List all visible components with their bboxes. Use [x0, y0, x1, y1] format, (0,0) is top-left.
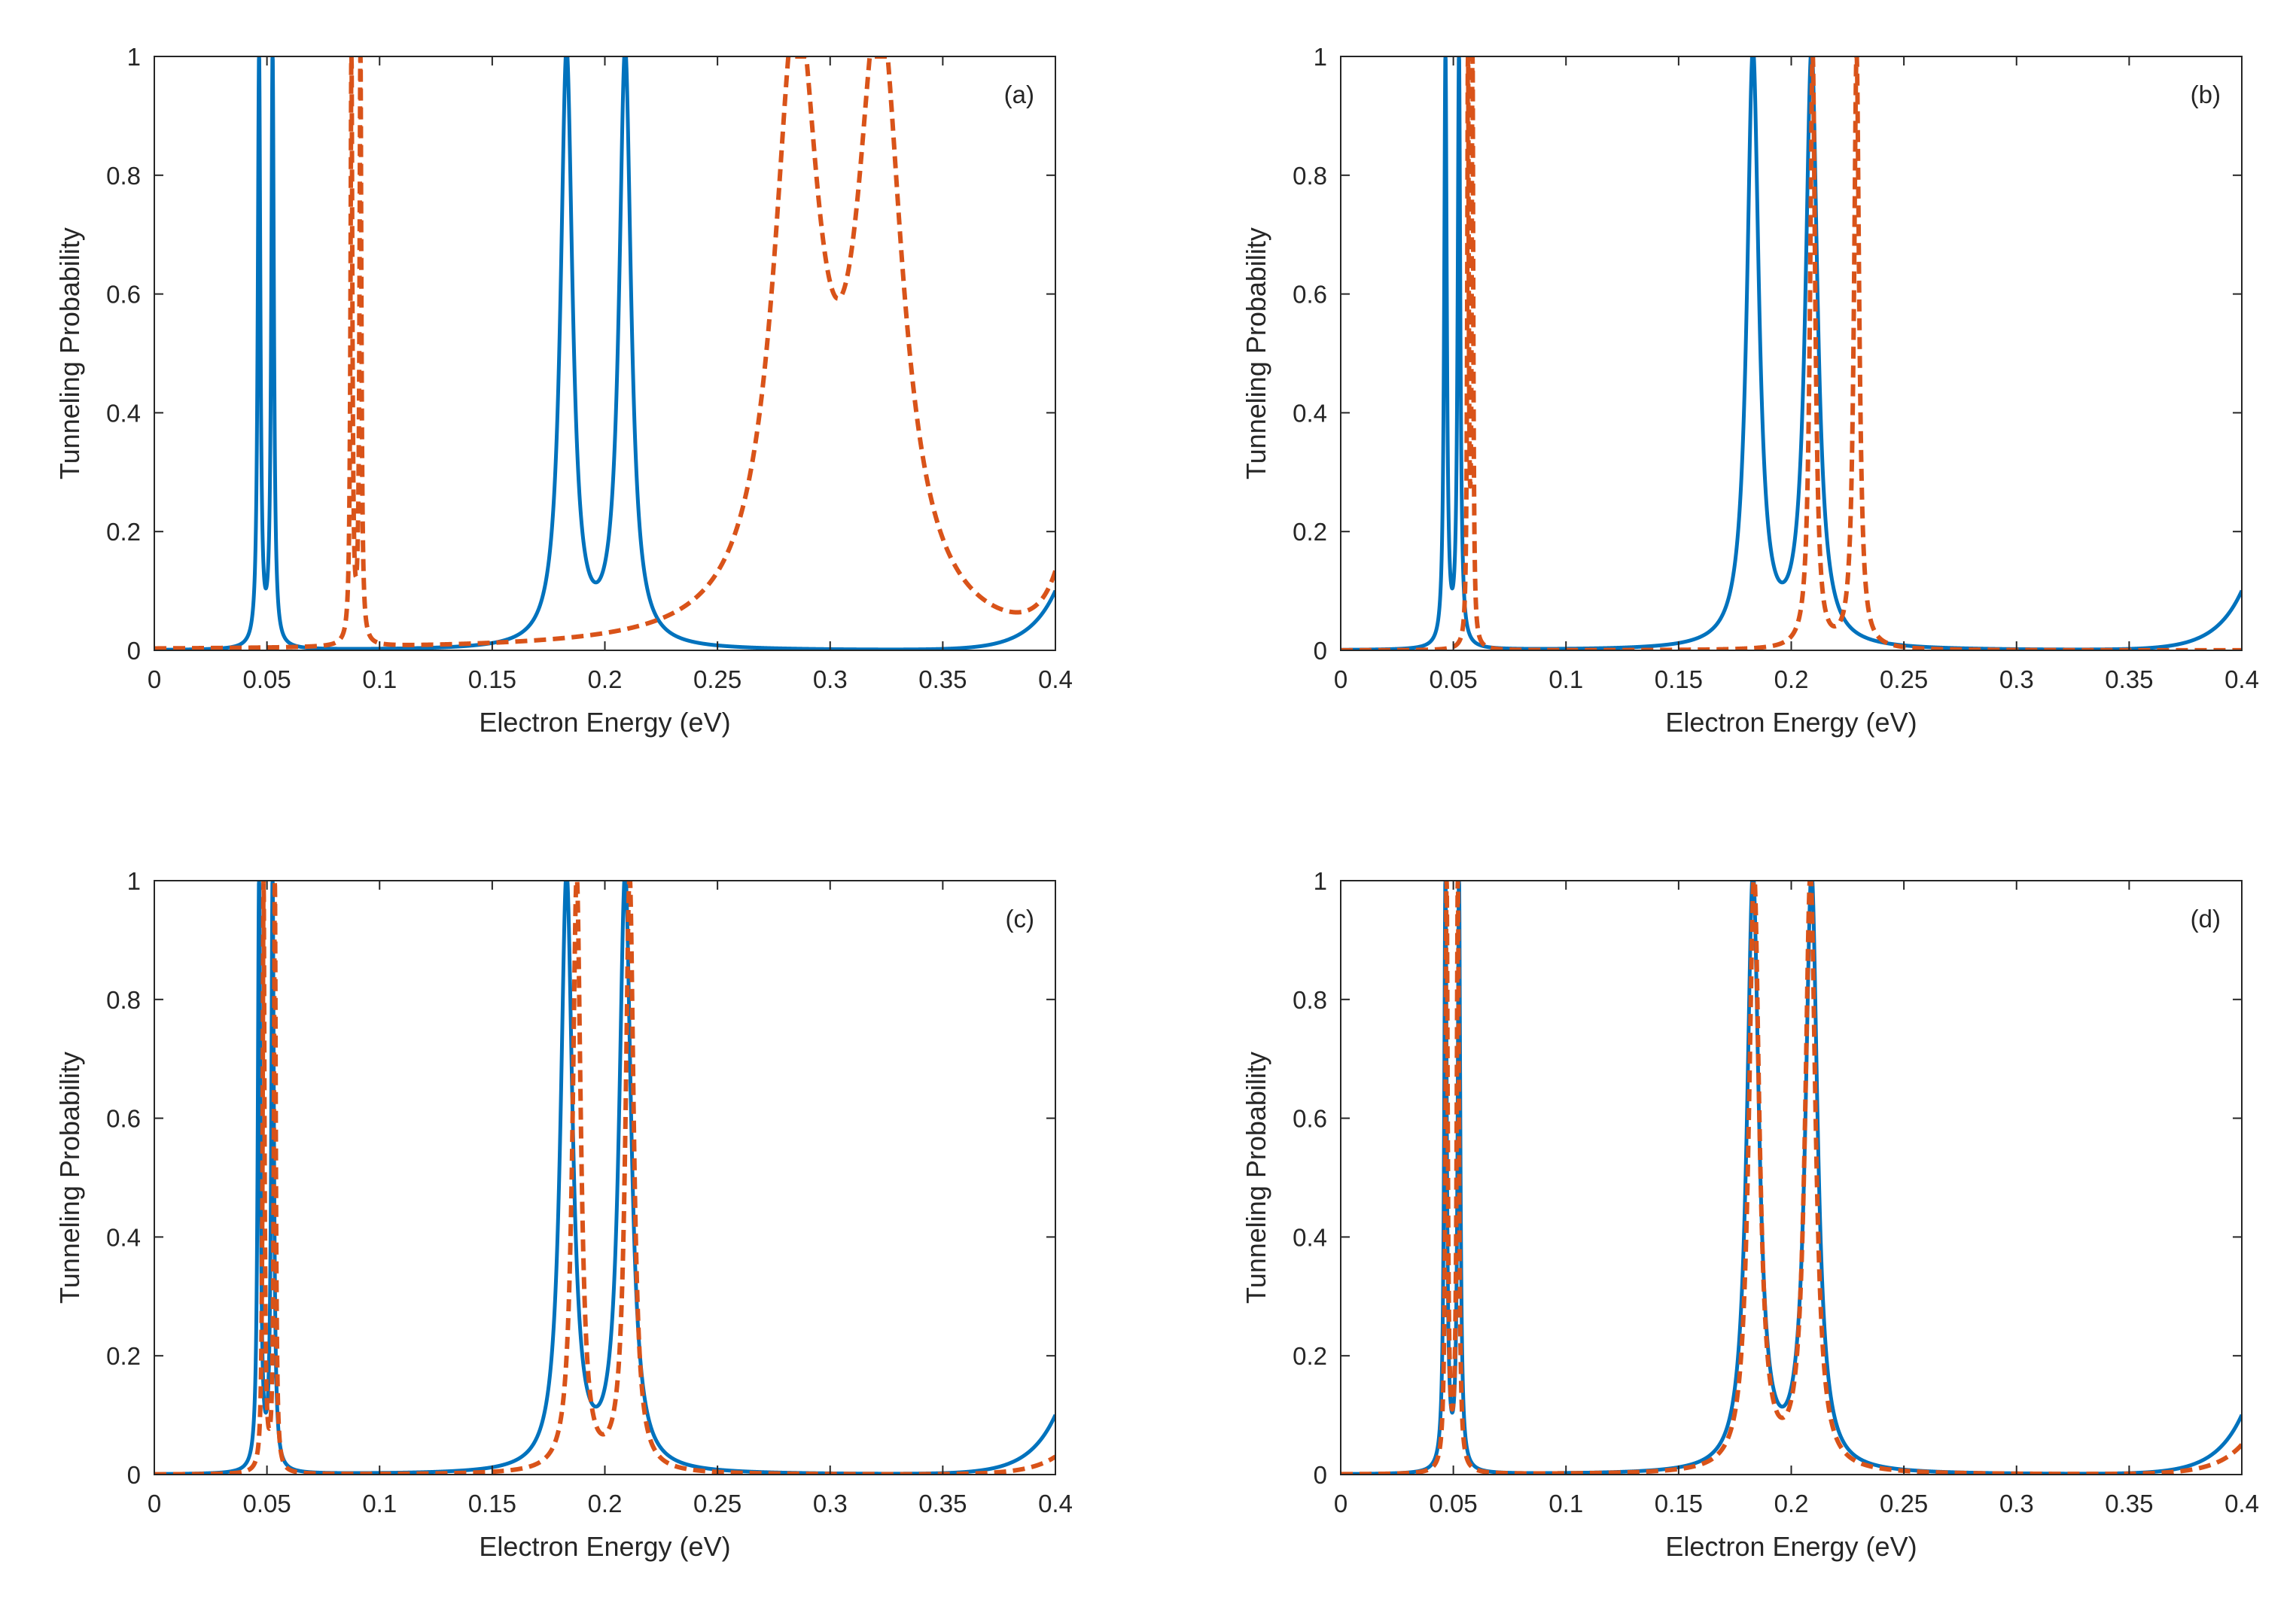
x-tick-label-c: 0.25: [693, 1490, 741, 1517]
x-tick-label-d: 0.4: [2224, 1490, 2259, 1517]
y-tick-label-a: 0: [127, 637, 141, 665]
y-axis-label-b: Tunneling Probability: [1241, 227, 1271, 479]
y-tick-label-d: 0.6: [1293, 1105, 1327, 1133]
x-tick-label-d: 0.2: [1774, 1490, 1809, 1517]
y-axis-label-a: Tunneling Probability: [54, 227, 85, 479]
x-tick-label-b: 0.1: [1548, 665, 1583, 693]
x-tick-label-d: 0.35: [2105, 1490, 2153, 1517]
x-tick-label-a: 0.1: [362, 665, 397, 693]
x-tick-label-a: 0.35: [918, 665, 967, 693]
y-tick-label-d: 1: [1314, 867, 1327, 895]
y-tick-label-c: 1: [127, 867, 141, 895]
y-tick-label-c: 0.2: [106, 1342, 141, 1370]
x-tick-label-c: 0.3: [813, 1490, 848, 1517]
y-tick-label-c: 0.4: [106, 1223, 141, 1251]
y-tick-label-d: 0: [1314, 1461, 1327, 1489]
y-tick-label-b: 0.6: [1293, 281, 1327, 309]
x-tick-label-a: 0.2: [588, 665, 623, 693]
x-tick-label-b: 0.3: [1999, 665, 2034, 693]
y-tick-label-b: 0: [1314, 637, 1327, 665]
x-tick-label-c: 0.15: [468, 1490, 516, 1517]
y-tick-label-b: 0.8: [1293, 162, 1327, 190]
x-tick-label-a: 0: [148, 665, 161, 693]
x-tick-label-d: 0: [1334, 1490, 1347, 1517]
x-tick-label-b: 0.05: [1430, 665, 1478, 693]
x-tick-label-c: 0.1: [362, 1490, 397, 1517]
series-solid-line-c: [154, 881, 1055, 1475]
x-tick-label-b: 0: [1334, 665, 1347, 693]
panel-label-b: (b): [2191, 81, 2221, 108]
panel-label-a: (a): [1004, 81, 1034, 108]
x-tick-label-b: 0.15: [1655, 665, 1703, 693]
y-tick-label-d: 0.4: [1293, 1223, 1327, 1251]
x-tick-label-d: 0.3: [1999, 1490, 2034, 1517]
x-tick-label-b: 0.35: [2105, 665, 2153, 693]
x-tick-label-b: 0.4: [2224, 665, 2259, 693]
x-tick-label-b: 0.2: [1774, 665, 1809, 693]
y-tick-label-a: 0.8: [106, 162, 141, 190]
series-solid-line-d: [1341, 881, 2242, 1475]
y-tick-label-c: 0.6: [106, 1105, 141, 1133]
x-axis-label-d: Electron Energy (eV): [1665, 1531, 1917, 1562]
panel-label-c: (c): [1006, 905, 1034, 933]
x-tick-label-c: 0.05: [243, 1490, 291, 1517]
y-tick-label-a: 1: [127, 43, 141, 71]
x-tick-label-d: 0.1: [1548, 1490, 1583, 1517]
y-tick-label-a: 0.4: [106, 399, 141, 427]
y-tick-label-b: 0.4: [1293, 399, 1327, 427]
x-tick-label-b: 0.25: [1880, 665, 1928, 693]
y-tick-label-d: 0.8: [1293, 986, 1327, 1014]
x-tick-label-d: 0.25: [1880, 1490, 1928, 1517]
panel-label-d: (d): [2191, 905, 2221, 933]
y-tick-label-b: 0.2: [1293, 518, 1327, 546]
x-tick-label-c: 0.35: [918, 1490, 967, 1517]
chart-panel-a: 0 0.05 0.1 0.15 0.2 0.25 0.3 0.35 0.4 0 0.2 0.4 0.6 0…: [54, 43, 1073, 738]
x-tick-label-a: 0.15: [468, 665, 516, 693]
y-tick-label-d: 0.2: [1293, 1342, 1327, 1370]
y-axis-label-d: Tunneling Probability: [1241, 1052, 1271, 1304]
x-axis-label-c: Electron Energy (eV): [479, 1531, 730, 1562]
chart-panel-c: 0 0.05 0.1 0.15 0.2 0.25 0.3 0.35 0.4 0 0.2 0.4 0.6 0…: [54, 867, 1073, 1562]
x-tick-label-c: 0.2: [588, 1490, 623, 1517]
x-tick-label-a: 0.4: [1038, 665, 1073, 693]
x-tick-label-a: 0.05: [243, 665, 291, 693]
x-tick-label-d: 0.05: [1430, 1490, 1478, 1517]
y-axis-label-c: Tunneling Probability: [54, 1052, 85, 1304]
x-axis-label-a: Electron Energy (eV): [479, 707, 730, 738]
x-tick-label-a: 0.25: [693, 665, 741, 693]
y-tick-label-a: 0.2: [106, 518, 141, 546]
y-tick-label-b: 1: [1314, 43, 1327, 71]
x-tick-label-c: 0.4: [1038, 1490, 1073, 1517]
series-solid-line-a: [154, 56, 1055, 650]
y-tick-label-c: 0.8: [106, 986, 141, 1014]
x-tick-label-a: 0.3: [813, 665, 848, 693]
chart-panel-b: 0 0.05 0.1 0.15 0.2 0.25 0.3 0.35 0.4 0 0.2 0.4 0.6 0…: [1241, 43, 2259, 738]
x-tick-label-d: 0.15: [1655, 1490, 1703, 1517]
y-tick-label-a: 0.6: [106, 281, 141, 309]
x-tick-label-c: 0: [148, 1490, 161, 1517]
x-axis-label-b: Electron Energy (eV): [1665, 707, 1917, 738]
chart-panel-d: 0 0.05 0.1 0.15 0.2 0.25 0.3 0.35 0.4 0 0.2 0.4 0.6 0…: [1241, 867, 2259, 1562]
y-tick-label-c: 0: [127, 1461, 141, 1489]
